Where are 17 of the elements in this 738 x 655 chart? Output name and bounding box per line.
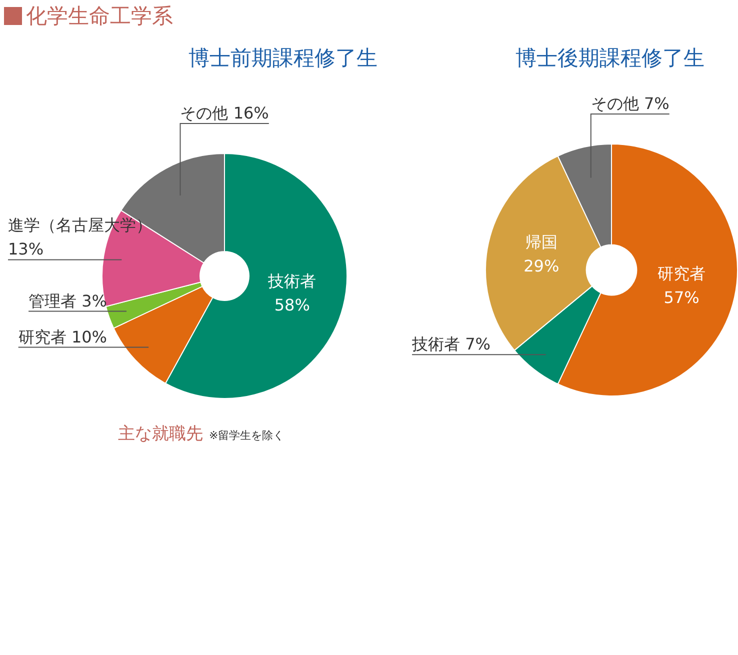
slice-label: 研究者 — [658, 264, 706, 283]
slice-label: その他 7% — [590, 94, 670, 113]
slice-label: 技術者 7% — [411, 334, 490, 354]
text: 主な就職先 — [118, 423, 203, 445]
slice-label: 研究者 10% — [18, 327, 108, 346]
chart-title: 博士前期課程修了生 — [188, 45, 378, 72]
data-label: 57% — [664, 288, 700, 307]
data-label: 13% — [8, 240, 44, 259]
slice-label: 技術者 — [267, 272, 316, 291]
data-label: 29% — [524, 256, 560, 276]
text: ※留学生を除く — [209, 428, 284, 443]
chart-title: 博士後期課程修了生 — [514, 45, 706, 72]
slice-label: 管理者 3% — [28, 291, 107, 310]
text: 化学生命工学系 — [26, 3, 173, 30]
data-label: 58% — [274, 296, 310, 315]
slice-label: その他 16% — [180, 104, 269, 122]
slice-label: 帰国 — [525, 232, 558, 252]
